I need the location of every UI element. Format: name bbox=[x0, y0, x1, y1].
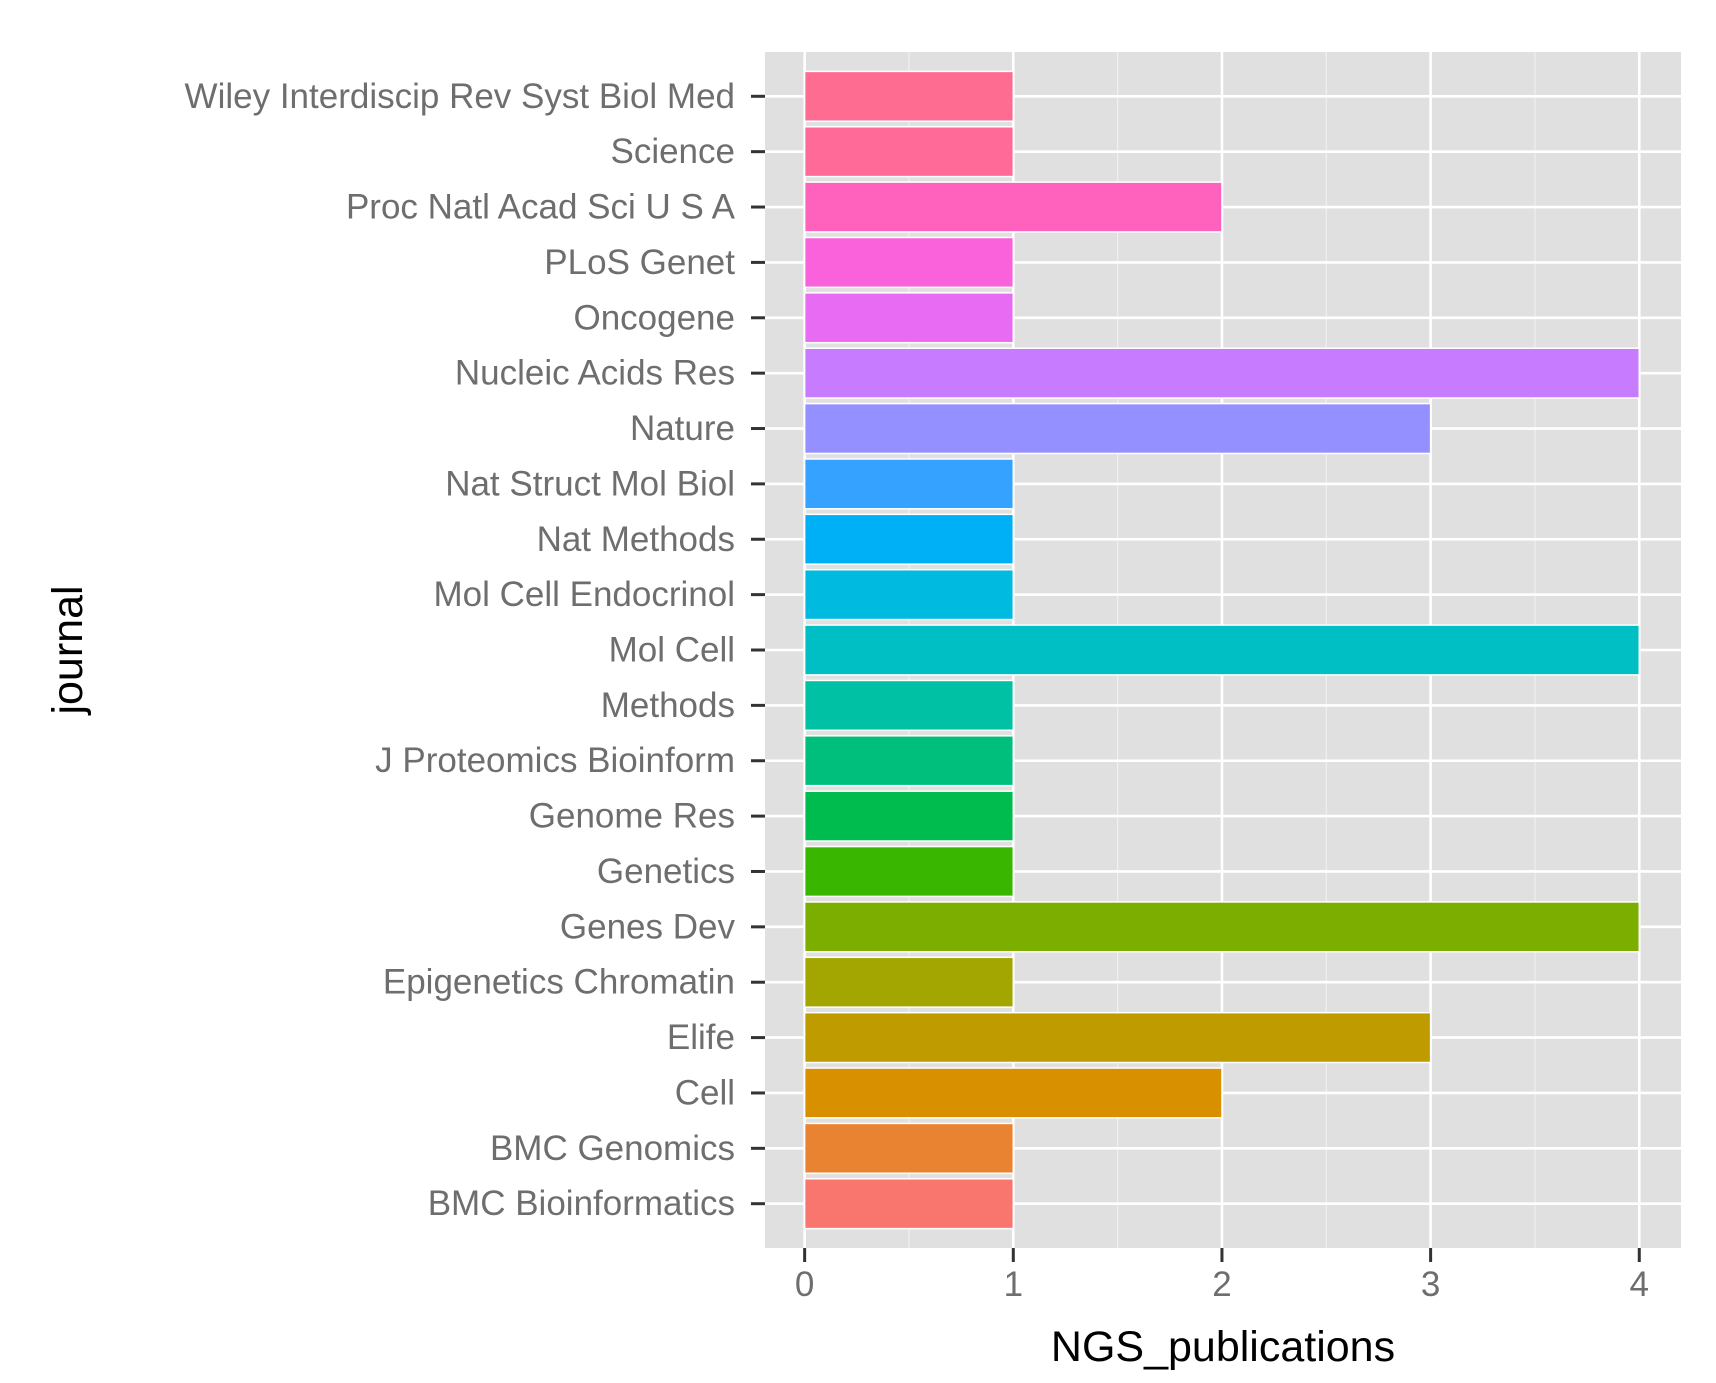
y-tick-label: PLoS Genet bbox=[544, 243, 735, 282]
y-tick-label: Nat Methods bbox=[537, 520, 735, 559]
y-tick-label: Epigenetics Chromatin bbox=[383, 963, 735, 1002]
y-tick-label: Oncogene bbox=[573, 298, 735, 337]
bar bbox=[803, 236, 1015, 289]
bar bbox=[803, 790, 1015, 842]
bar bbox=[803, 901, 1641, 953]
y-tick-label: Nature bbox=[630, 409, 735, 448]
y-axis-title: journal bbox=[44, 585, 92, 716]
bar bbox=[803, 1178, 1015, 1230]
bar bbox=[803, 624, 1641, 676]
y-tick-label: Mol Cell bbox=[609, 631, 735, 670]
y-tick-label: BMC Bioinformatics bbox=[428, 1184, 735, 1223]
bar bbox=[803, 292, 1015, 344]
bars-group bbox=[803, 70, 1641, 1230]
x-tick-label: 2 bbox=[1212, 1265, 1231, 1304]
bar bbox=[803, 956, 1015, 1008]
y-tick-label: Nat Struct Mol Biol bbox=[445, 464, 735, 503]
y-tick-label: Wiley Interdiscip Rev Syst Biol Med bbox=[185, 77, 735, 116]
bar bbox=[803, 1122, 1015, 1174]
y-tick-label: Genes Dev bbox=[560, 907, 736, 946]
bar bbox=[803, 568, 1015, 621]
y-tick-label: J Proteomics Bioinform bbox=[375, 741, 735, 780]
bar bbox=[803, 458, 1015, 510]
bar bbox=[803, 1067, 1223, 1119]
bar bbox=[803, 1011, 1432, 1064]
bar bbox=[803, 679, 1015, 732]
x-tick-label: 0 bbox=[795, 1265, 814, 1304]
bar bbox=[803, 347, 1641, 399]
bar bbox=[803, 845, 1015, 898]
x-axis-title: NGS_publications bbox=[1051, 1323, 1395, 1371]
x-tick-label: 3 bbox=[1421, 1265, 1440, 1304]
x-axis: 0 1 2 3 4 bbox=[795, 1248, 1649, 1304]
y-tick-label: BMC Genomics bbox=[490, 1129, 735, 1168]
x-tick-label: 4 bbox=[1630, 1265, 1649, 1304]
y-axis: BMC Bioinformatics BMC Genomics Cell Elife E… bbox=[185, 77, 765, 1223]
y-tick-label: Methods bbox=[601, 686, 735, 725]
bar bbox=[803, 181, 1223, 233]
x-tick-label: 1 bbox=[1004, 1265, 1023, 1304]
y-tick-label: Genetics bbox=[597, 852, 735, 891]
y-tick-label: Cell bbox=[675, 1073, 735, 1112]
y-tick-label: Genome Res bbox=[529, 797, 735, 836]
bar bbox=[803, 70, 1015, 122]
y-tick-label: Elife bbox=[667, 1018, 735, 1057]
bar bbox=[803, 513, 1015, 565]
bar bbox=[803, 126, 1015, 178]
y-tick-label: Science bbox=[610, 132, 735, 171]
y-tick-label: Nucleic Acids Res bbox=[455, 354, 735, 393]
y-tick-label: Proc Natl Acad Sci U S A bbox=[346, 188, 736, 227]
y-tick-label: Mol Cell Endocrinol bbox=[433, 575, 735, 614]
bar bbox=[803, 402, 1432, 455]
bar bbox=[803, 735, 1015, 787]
